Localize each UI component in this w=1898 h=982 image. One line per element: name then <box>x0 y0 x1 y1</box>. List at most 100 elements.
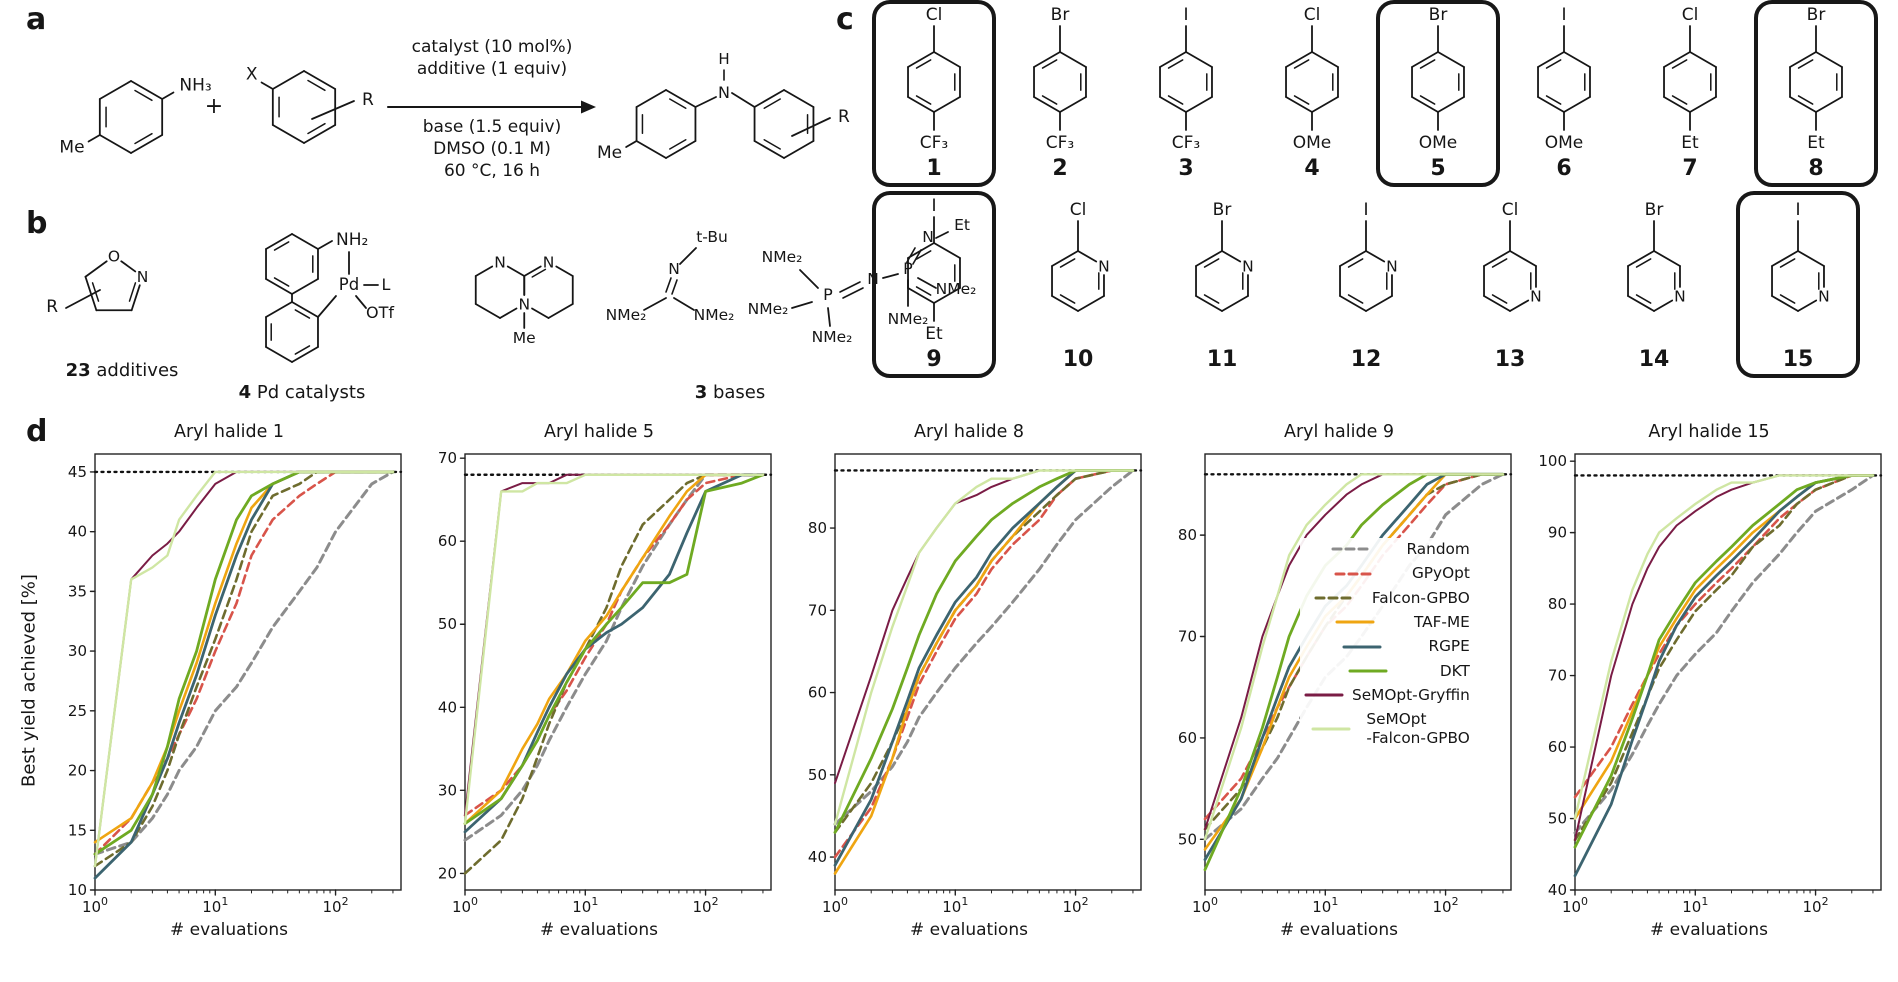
x-axis-label: # evaluations <box>540 920 658 940</box>
aryl-halide-number-2: 2 <box>1052 156 1068 181</box>
aryl-halide-8: Br Et 8 <box>1754 0 1878 187</box>
x-axis-label: # evaluations <box>170 920 288 940</box>
legend-line-sample <box>1348 669 1388 673</box>
series-falcon-gpbo <box>1573 474 1875 842</box>
svg-text:N: N <box>1530 288 1542 306</box>
svg-text:NH₃: NH₃ <box>179 76 211 96</box>
legend-label: TAF-ME <box>1414 613 1470 632</box>
svg-text:102: 102 <box>323 895 349 916</box>
legend-item-rgpe: RGPE <box>1304 637 1470 655</box>
svg-text:Cl: Cl <box>1070 200 1087 220</box>
svg-text:101: 101 <box>1682 895 1708 916</box>
svg-text:70: 70 <box>808 601 827 619</box>
series-taf-me <box>463 473 765 825</box>
svg-text:N: N <box>494 254 506 272</box>
svg-text:N: N <box>1386 258 1398 276</box>
svg-text:R: R <box>46 297 58 317</box>
svg-text:Cl: Cl <box>1682 5 1699 25</box>
svg-text:3 bases: 3 bases <box>695 382 766 403</box>
svg-text:100: 100 <box>1192 895 1218 916</box>
svg-text:45: 45 <box>68 463 87 481</box>
aryl-halide-4: Cl OMe 4 <box>1250 0 1374 187</box>
aryl-halide-13: Cl N 13 <box>1448 191 1572 378</box>
svg-text:base (1.5 equiv): base (1.5 equiv) <box>423 117 561 137</box>
svg-text:60: 60 <box>438 532 457 550</box>
series-semopt-falcon-gpbo <box>93 470 395 868</box>
svg-text:Br: Br <box>1807 5 1826 25</box>
series-semopt-falcon-gpbo <box>463 473 765 825</box>
aryl-halide-number-8: 8 <box>1808 156 1824 181</box>
aryl-halide-10: Cl N 10 <box>1016 191 1140 378</box>
svg-text:10: 10 <box>68 881 87 899</box>
svg-text:Me: Me <box>59 138 84 158</box>
series-rgpe <box>833 469 1135 867</box>
aryl-halide-9: I Et 9 <box>872 191 996 378</box>
legend-label: GPyOpt <box>1411 564 1470 583</box>
structure-svg-15: IN <box>1771 200 1830 312</box>
legend-item-gpyopt: GPyOpt <box>1304 564 1470 582</box>
chart-title: Aryl halide 5 <box>543 422 655 442</box>
legend-item-semopt-gryffin: SeMOpt-Gryffin <box>1304 686 1470 704</box>
chart-title: Aryl halide 15 <box>1648 422 1770 442</box>
svg-text:CF₃: CF₃ <box>1046 133 1074 153</box>
svg-text:80: 80 <box>808 519 827 537</box>
panel-label-d: d <box>26 414 48 449</box>
series-semopt-gryffin <box>464 473 764 817</box>
svg-text:Et: Et <box>1807 133 1825 153</box>
svg-text:60: 60 <box>1548 738 1567 756</box>
series-random <box>463 473 765 842</box>
svg-text:N: N <box>1674 288 1686 306</box>
svg-text:Cl: Cl <box>926 5 943 25</box>
svg-text:NMe₂: NMe₂ <box>694 306 735 324</box>
series-dkt <box>93 470 395 856</box>
chart-aryl-halide-5: Aryl halide 5 20 30 40 50 60 70 100 101 102 # eval… <box>414 422 784 940</box>
structure-svg-13: Cl N <box>1483 200 1542 312</box>
structure-svg-10: Cl N <box>1051 200 1110 312</box>
structure-svg-14: Br N <box>1627 200 1686 312</box>
aryl-halide-7: Cl Et 7 <box>1628 0 1752 187</box>
structure-svg-2: Br CF₃ <box>1033 5 1087 153</box>
svg-text:101: 101 <box>1312 895 1338 916</box>
svg-text:N: N <box>718 83 730 102</box>
svg-text:Me: Me <box>513 329 536 347</box>
svg-text:CF₃: CF₃ <box>920 133 948 153</box>
chart-aryl-halide-1: Aryl halide 1 10 15 20 25 30 35 40 45 100 101 102 # … <box>44 422 414 940</box>
svg-text:NMe₂: NMe₂ <box>936 280 977 298</box>
series-gpyopt <box>1573 474 1875 799</box>
aryl-halide-row-1: Cl CF₃ 1 Br CF₃ 2 I CF₃ 3 Cl OMe 4 Br OMe 5 I OMe 6 Cl Et 7 B… <box>872 0 1892 187</box>
svg-text:I: I <box>1183 5 1188 25</box>
aryl-halide-number-6: 6 <box>1556 156 1572 181</box>
svg-text:100: 100 <box>82 895 108 916</box>
svg-text:Pd: Pd <box>339 275 359 294</box>
structure-svg-1: Cl CF₃ <box>907 5 961 153</box>
legend-line-sample <box>1311 727 1351 731</box>
structure-svg-3: I CF₃ <box>1159 5 1213 153</box>
aryl-halide-6: I OMe 6 <box>1502 0 1626 187</box>
svg-text:100: 100 <box>452 895 478 916</box>
series-taf-me <box>833 469 1135 875</box>
aryl-halide-12: I N 12 <box>1304 191 1428 378</box>
chart-title: Aryl halide 9 <box>1283 422 1395 442</box>
svg-text:101: 101 <box>202 895 228 916</box>
svg-text:Et: Et <box>925 324 943 344</box>
svg-text:60 °C, 16 h: 60 °C, 16 h <box>444 161 540 181</box>
svg-text:40: 40 <box>808 848 827 866</box>
svg-text:N: N <box>1818 288 1830 306</box>
legend-item-taf-me: TAF-ME <box>1304 613 1470 631</box>
series-falcon-gpbo <box>463 473 765 875</box>
svg-text:20: 20 <box>438 864 457 882</box>
svg-text:Br: Br <box>1213 200 1232 220</box>
svg-text:N: N <box>518 296 530 314</box>
aryl-halide-11: Br N 11 <box>1160 191 1284 378</box>
legend-line-sample <box>1304 693 1344 697</box>
chart-aryl-halide-15: Aryl halide 15 40 50 60 70 80 90 100 100 101 102 # … <box>1524 422 1894 940</box>
aryl-halide-15: I N 15 <box>1736 191 1860 378</box>
svg-text:Br: Br <box>1645 200 1664 220</box>
svg-text:30: 30 <box>68 642 87 660</box>
chart-aryl-halide-9: Aryl halide 9 50 60 70 80 100 101 102 # evaluati… <box>1154 422 1524 940</box>
svg-text:NMe₂: NMe₂ <box>888 310 929 328</box>
panel-label-c: c <box>836 2 854 37</box>
svg-text:102: 102 <box>1803 895 1829 916</box>
